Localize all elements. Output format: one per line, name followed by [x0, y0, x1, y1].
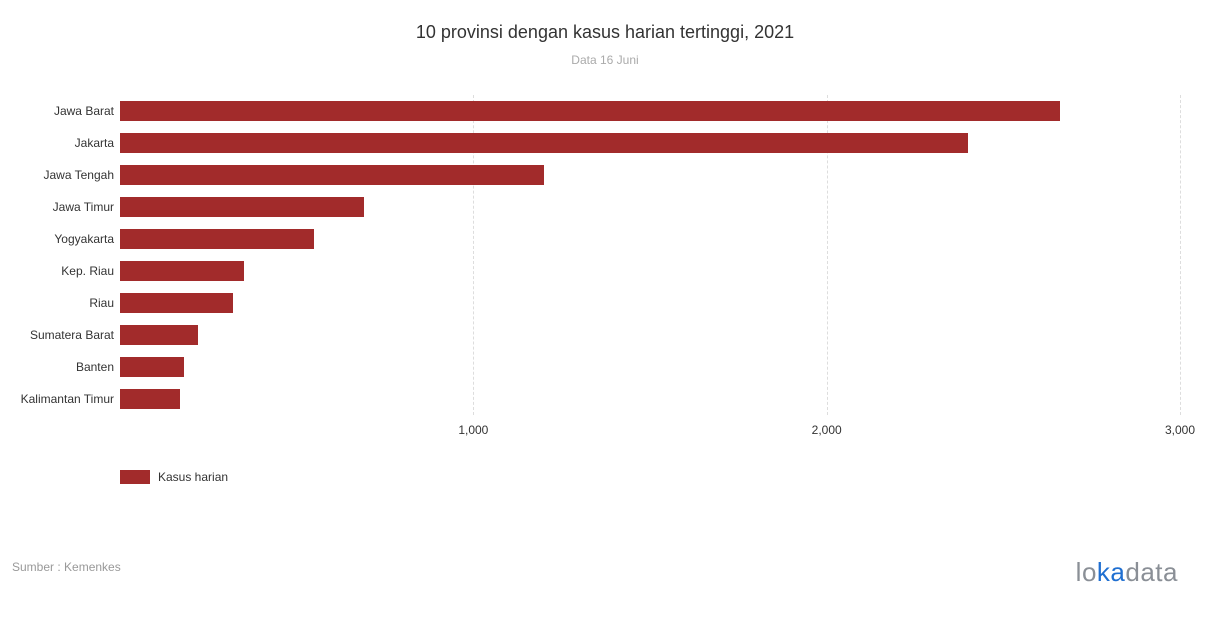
bar — [120, 261, 244, 281]
x-axis-tick: 1,000 — [458, 423, 488, 437]
bar-row: Riau — [120, 287, 1180, 319]
bar-label: Riau — [4, 287, 114, 319]
bar-label: Jawa Barat — [4, 95, 114, 127]
bar-label: Sumatera Barat — [4, 319, 114, 351]
bar — [120, 325, 198, 345]
bar-label: Jakarta — [4, 127, 114, 159]
bar — [120, 197, 364, 217]
brand-part-lo: lo — [1076, 557, 1097, 587]
bar-label: Kalimantan Timur — [4, 383, 114, 415]
bar-label: Jawa Tengah — [4, 159, 114, 191]
bar-row: Jawa Barat — [120, 95, 1180, 127]
brand-part-data: data — [1125, 557, 1178, 587]
chart-title: 10 provinsi dengan kasus harian tertingg… — [0, 0, 1210, 43]
bar — [120, 389, 180, 409]
x-axis-tick: 3,000 — [1165, 423, 1195, 437]
brand-part-ka: ka — [1097, 557, 1125, 587]
brand-logo: lokadata — [1076, 557, 1178, 588]
chart-area: 1,0002,0003,000Jawa BaratJakartaJawa Ten… — [120, 95, 1180, 435]
source-text: Sumber : Kemenkes — [12, 560, 121, 574]
bar — [120, 133, 968, 153]
bar — [120, 229, 314, 249]
legend-swatch — [120, 470, 150, 484]
bar-row: Jakarta — [120, 127, 1180, 159]
legend-label: Kasus harian — [158, 470, 228, 484]
bar-label: Banten — [4, 351, 114, 383]
chart-plot: 1,0002,0003,000Jawa BaratJakartaJawa Ten… — [120, 95, 1180, 415]
bar-row: Banten — [120, 351, 1180, 383]
bar — [120, 357, 184, 377]
bar-label: Jawa Timur — [4, 191, 114, 223]
bar — [120, 101, 1060, 121]
bar-row: Sumatera Barat — [120, 319, 1180, 351]
bar-row: Yogyakarta — [120, 223, 1180, 255]
bar — [120, 165, 544, 185]
x-axis-tick: 2,000 — [812, 423, 842, 437]
bar-label: Yogyakarta — [4, 223, 114, 255]
bar-row: Jawa Timur — [120, 191, 1180, 223]
bar-row: Kep. Riau — [120, 255, 1180, 287]
chart-subtitle: Data 16 Juni — [0, 53, 1210, 67]
bar-row: Kalimantan Timur — [120, 383, 1180, 415]
bar-label: Kep. Riau — [4, 255, 114, 287]
legend: Kasus harian — [120, 470, 228, 484]
bar-row: Jawa Tengah — [120, 159, 1180, 191]
gridline — [1180, 95, 1181, 415]
bar — [120, 293, 233, 313]
